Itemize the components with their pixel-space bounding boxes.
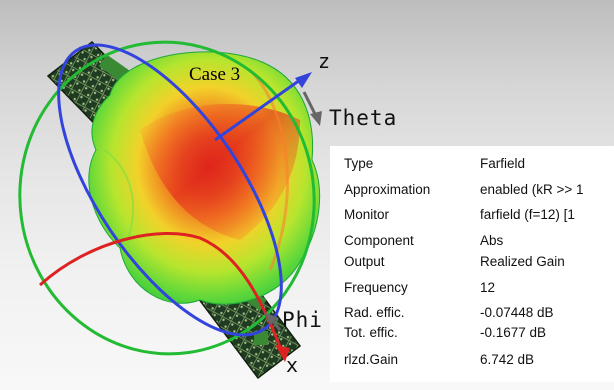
info-value: 12: [480, 280, 496, 295]
info-value: -0.07448 dB: [480, 305, 554, 320]
info-value: Farfield: [480, 156, 526, 171]
theta-circle: [18, 40, 316, 356]
case-label: Case 3: [189, 64, 241, 85]
z-axis: [214, 72, 312, 142]
info-value: enabled (kR >> 1: [480, 182, 584, 197]
phi-arrow: [264, 312, 282, 331]
info-key: Monitor: [344, 207, 390, 222]
x-axis-label: x: [286, 353, 299, 377]
info-value: farfield (f=12) [1: [480, 207, 575, 222]
info-key: Component: [344, 233, 414, 248]
info-key: rlzd.Gain: [344, 352, 399, 367]
phi-circle: [57, 43, 283, 337]
info-key: Approximation: [344, 182, 431, 197]
info-value: Realized Gain: [480, 254, 565, 269]
info-key: Type: [344, 156, 374, 171]
theta-label: Theta: [329, 106, 398, 130]
info-key: Frequency: [344, 280, 408, 295]
z-axis-label: z: [318, 49, 331, 73]
info-key: Tot. effic.: [344, 325, 398, 340]
info-value: Abs: [480, 233, 504, 248]
info-key: Rad. effic.: [344, 305, 405, 320]
theta-arrow: [302, 91, 322, 126]
farfield-info-panel: Type Farfield Approximation enabled (kR …: [330, 146, 614, 382]
phi-label: Phi: [282, 308, 323, 332]
x-axis: [38, 232, 290, 362]
info-value: 6.742 dB: [480, 352, 535, 367]
info-value: -0.1677 dB: [480, 325, 547, 340]
info-key: Output: [344, 254, 385, 269]
